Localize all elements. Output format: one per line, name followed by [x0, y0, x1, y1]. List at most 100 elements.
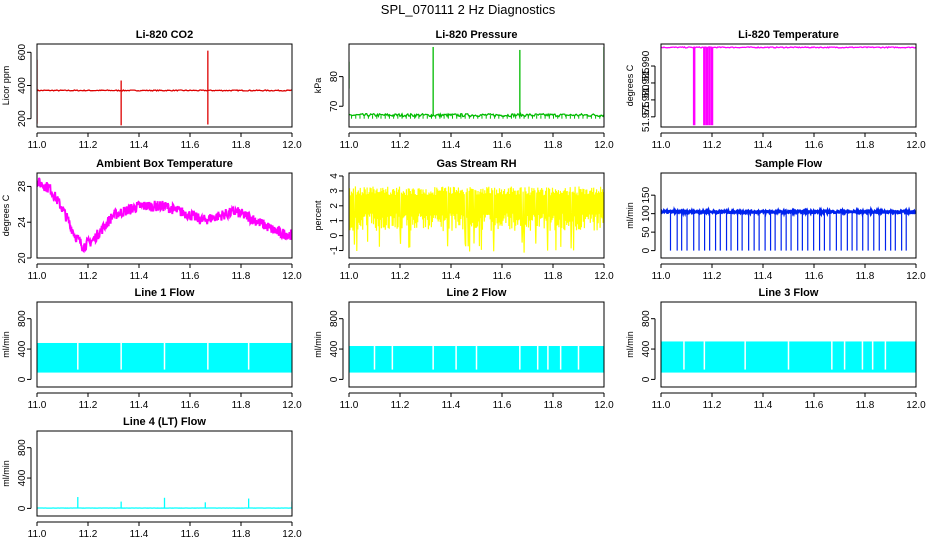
series-line: [37, 89, 292, 92]
x-tick-label: 12.0: [906, 400, 926, 411]
y-axis-label: ml/min: [625, 202, 635, 229]
chart-panel-10: Line 4 (LT) Flow 11.0 11.2 11.4 11.6 11.8 12.0…: [1, 416, 302, 540]
y-tick-label: 400: [17, 469, 28, 486]
x-tick-label: 11.0: [652, 400, 671, 411]
chart-title: Line 3 Flow: [759, 287, 819, 299]
y-tick-label: 50: [641, 226, 652, 238]
x-tick-label: 11.6: [181, 400, 200, 411]
y-tick-label: 0: [329, 376, 340, 382]
y-tick-label: 0: [641, 376, 652, 382]
x-tick-label: 11.8: [856, 400, 875, 411]
y-tick-label: 28: [17, 180, 28, 192]
plot-frame: [36, 301, 293, 388]
plot-frame: [348, 301, 605, 388]
x-tick-label: 11.0: [28, 271, 47, 282]
chart-title: Li-820 Pressure: [436, 29, 518, 41]
x-tick-label: 11.2: [79, 400, 98, 411]
y-tick-label: 24: [17, 216, 28, 228]
data-series: [349, 186, 604, 253]
chart-title: Line 4 (LT) Flow: [123, 416, 206, 428]
x-tick-label: 11.6: [493, 400, 512, 411]
data-series: [349, 46, 604, 119]
y-tick-label: 51.980: [641, 84, 652, 115]
x-tick-label: 12.0: [282, 140, 302, 151]
x-tick-label: 11.4: [442, 271, 461, 282]
x-tick-label: 11.0: [28, 529, 47, 540]
x-tick-label: 12.0: [906, 140, 926, 151]
chart-title: Ambient Box Temperature: [96, 158, 233, 170]
y-axis-label: degrees C: [625, 64, 635, 106]
y-tick-label: 400: [17, 340, 28, 357]
y-axis-label: degrees C: [1, 194, 11, 236]
y-axis-label: Licor ppm: [1, 66, 11, 106]
y-tick-label: 2: [329, 203, 340, 209]
chart-title: Li-820 CO2: [136, 29, 193, 41]
y-axis-label: ml/min: [1, 331, 11, 358]
y-tick-label: 100: [641, 205, 652, 222]
y-tick-label: 800: [641, 310, 652, 327]
plot-frame: [36, 430, 293, 517]
x-tick-label: 11.0: [652, 140, 671, 151]
chart-title: Line 1 Flow: [135, 287, 195, 299]
data-series: [661, 341, 916, 373]
chart-panel-9: Line 3 Flow 11.0 11.2 11.4 11.6 11.8 12.0 0 400 8…: [625, 287, 926, 411]
x-tick-label: 11.6: [493, 271, 512, 282]
plot-frame: [36, 43, 293, 128]
x-tick-label: 11.0: [340, 400, 359, 411]
chart-panel-6: Sample Flow 11.0 11.2 11.4 11.6 11.8 12.0 0 50 10…: [625, 158, 926, 282]
data-series: [37, 497, 292, 509]
y-tick-label: 150: [641, 186, 652, 203]
y-tick-label: 800: [17, 439, 28, 456]
data-series: [37, 50, 292, 126]
x-tick-label: 12.0: [282, 271, 302, 282]
y-tick-label: 3: [329, 188, 340, 194]
y-tick-label: 400: [641, 340, 652, 357]
x-tick-label: 11.6: [493, 140, 512, 151]
x-tick-label: 11.4: [754, 400, 773, 411]
x-tick-label: 11.8: [232, 140, 251, 151]
x-tick-label: 11.8: [856, 271, 875, 282]
y-tick-label: 51.990: [641, 50, 652, 81]
x-tick-label: 11.4: [442, 400, 461, 411]
x-tick-label: 11.0: [28, 140, 47, 151]
x-tick-label: 12.0: [906, 271, 926, 282]
x-tick-label: 11.2: [703, 271, 722, 282]
x-tick-label: 11.2: [391, 140, 410, 151]
chart-panel-2: Li-820 Pressure 11.0 11.2 11.4 11.6 11.8 12.0 7…: [313, 29, 614, 151]
y-tick-label: 0: [641, 247, 652, 253]
x-tick-label: 11.8: [232, 529, 251, 540]
x-tick-label: 12.0: [282, 529, 302, 540]
chart-title: Gas Stream RH: [436, 158, 516, 170]
y-tick-label: 0: [17, 505, 28, 511]
x-tick-label: 11.4: [130, 140, 149, 151]
x-tick-label: 11.4: [130, 400, 149, 411]
y-tick-label: 0: [329, 232, 340, 238]
y-axis-label: percent: [313, 200, 323, 231]
y-tick-label: -1: [329, 246, 340, 255]
x-tick-label: 11.8: [544, 140, 563, 151]
x-tick-label: 11.2: [703, 140, 722, 151]
x-tick-label: 11.2: [391, 271, 410, 282]
x-tick-label: 11.6: [805, 140, 824, 151]
x-tick-label: 11.4: [130, 529, 149, 540]
chart-title: Sample Flow: [755, 158, 823, 170]
chart-title: Line 2 Flow: [447, 287, 507, 299]
plot-frame: [348, 43, 605, 128]
x-tick-label: 11.2: [79, 529, 98, 540]
x-tick-label: 11.6: [181, 140, 200, 151]
x-tick-label: 11.4: [754, 271, 773, 282]
x-tick-label: 11.4: [130, 271, 149, 282]
plot-frame: [36, 172, 293, 259]
x-tick-label: 11.8: [544, 400, 563, 411]
x-tick-label: 11.6: [181, 271, 200, 282]
series-line: [349, 111, 604, 119]
x-tick-label: 12.0: [594, 271, 614, 282]
x-tick-label: 11.2: [79, 271, 98, 282]
x-tick-label: 11.8: [544, 271, 563, 282]
x-tick-label: 11.4: [442, 140, 461, 151]
y-tick-label: 800: [329, 310, 340, 327]
y-tick-label: 200: [17, 110, 28, 127]
x-tick-label: 11.2: [79, 140, 98, 151]
chart-panel-7: Line 1 Flow 11.0 11.2 11.4 11.6 11.8 12.0 0 400 8…: [1, 287, 302, 411]
y-axis-label: kPa: [313, 78, 323, 94]
